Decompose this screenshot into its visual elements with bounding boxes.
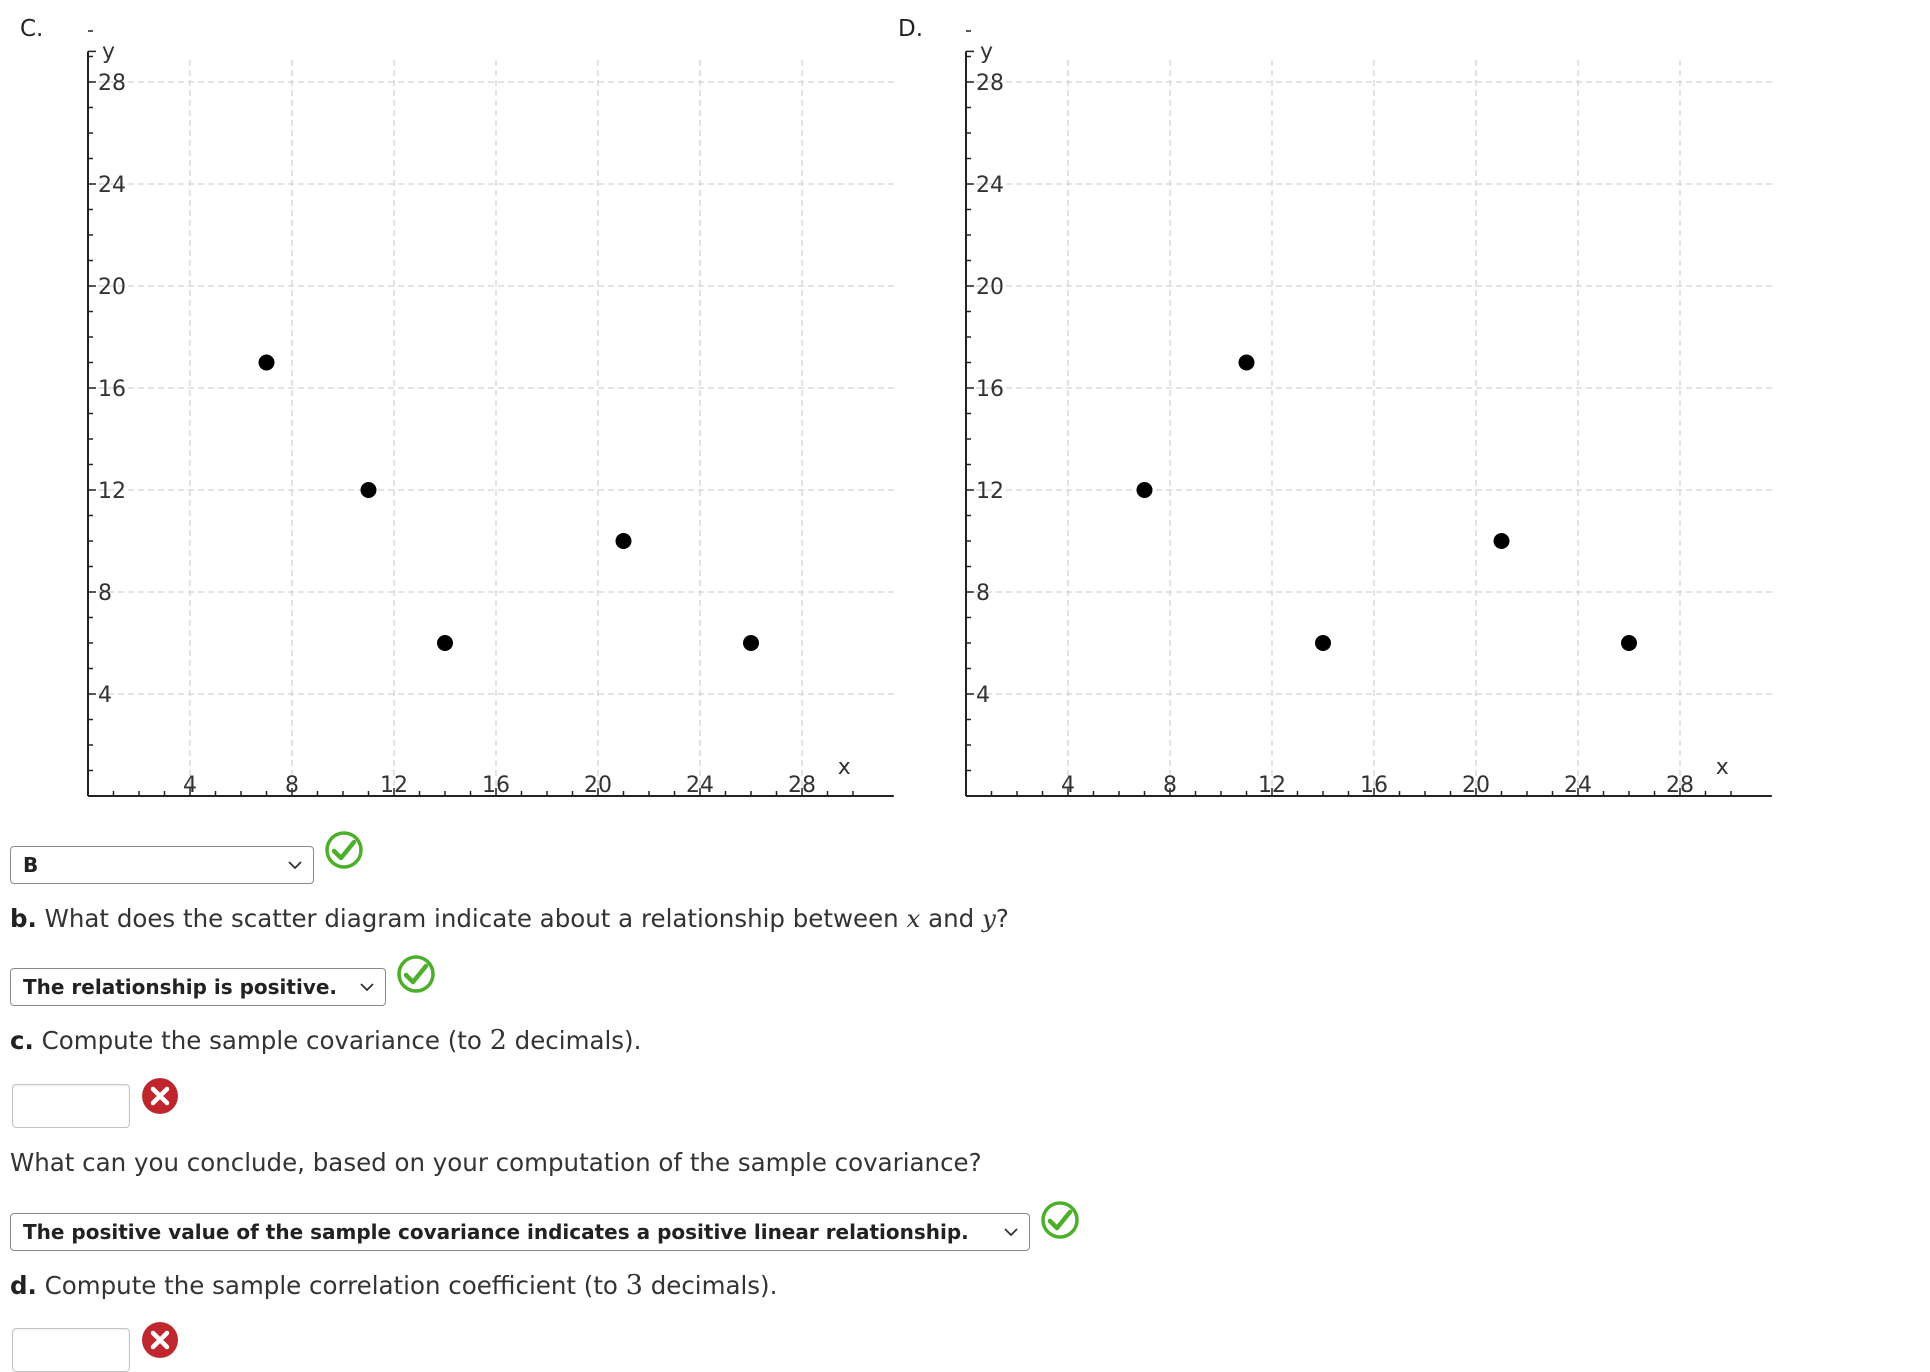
question-b: b. What does the scatter diagram indicat… — [10, 904, 1009, 933]
var-x: x — [906, 904, 921, 933]
data-point — [1315, 635, 1331, 651]
chart-c-label: C. — [20, 16, 44, 42]
chevron-down-icon — [360, 983, 374, 992]
y-tick-label: 20 — [976, 275, 1004, 300]
data-point — [743, 635, 759, 651]
question-c-decimals: 2 — [489, 1025, 507, 1056]
data-point — [615, 533, 632, 549]
scatter-plot-d: 4 8 12 16 20 24 28 4 8 12 16 20 24 28 y x — [965, 30, 1772, 798]
question-d-prefix: d. — [10, 1271, 37, 1300]
relationship-select[interactable]: The relationship is positive. — [10, 968, 386, 1006]
y-tick-label: 4 — [976, 683, 990, 708]
data-point — [1621, 635, 1637, 651]
data-point — [360, 482, 377, 498]
data-point — [258, 354, 275, 371]
check-icon — [397, 955, 435, 993]
y-tick-label: 4 — [98, 683, 112, 708]
error-x-icon — [142, 1078, 178, 1114]
covariance-conclusion-select[interactable]: The positive value of the sample covaria… — [10, 1213, 1030, 1251]
x-tick-label: 24 — [1564, 773, 1592, 798]
x-tick-label: 8 — [285, 773, 299, 798]
x-axis-label: x — [1716, 755, 1729, 780]
question-c: c. Compute the sample covariance (to 2 d… — [10, 1025, 641, 1056]
data-point — [1493, 533, 1510, 549]
covariance-conclusion-selected: The positive value of the sample covaria… — [23, 1220, 969, 1244]
chevron-down-icon — [1004, 1228, 1018, 1237]
check-icon — [1041, 1201, 1079, 1239]
y-tick-label: 20 — [98, 275, 126, 300]
x-tick-label: 24 — [686, 773, 714, 798]
y-axis-label: y — [102, 39, 115, 64]
y-tick-label: 28 — [98, 71, 126, 96]
chevron-down-icon — [288, 861, 302, 870]
question-b-text: What does the scatter diagram indicate a… — [44, 904, 899, 933]
chart-d-label: D. — [898, 16, 924, 42]
y-tick-label: 28 — [976, 71, 1004, 96]
y-tick-label: 24 — [976, 173, 1004, 198]
x-tick-label: 12 — [380, 773, 408, 798]
y-tick-label: 16 — [976, 377, 1004, 402]
error-x-icon — [142, 1322, 178, 1358]
question-d: d. Compute the sample correlation coeffi… — [10, 1270, 777, 1301]
data-point — [1136, 482, 1153, 498]
check-icon — [325, 831, 363, 869]
data-point — [1238, 354, 1255, 371]
question-b-and: and — [928, 904, 975, 933]
question-c-text: Compute the sample covariance (to — [41, 1026, 482, 1055]
graph-choice-select[interactable]: B — [10, 846, 314, 884]
question-d-text: Compute the sample correlation coefficie… — [44, 1271, 618, 1300]
question-b-prefix: b. — [10, 904, 37, 933]
x-tick-label: 16 — [482, 773, 510, 798]
covariance-conclusion-question: What can you conclude, based on your com… — [10, 1148, 982, 1177]
question-c-prefix: c. — [10, 1026, 34, 1055]
y-tick-label: 24 — [98, 173, 126, 198]
var-y: y — [982, 904, 996, 933]
x-tick-label: 12 — [1258, 773, 1286, 798]
y-axis-label: y — [980, 39, 993, 64]
question-d-decimals: 3 — [625, 1270, 643, 1301]
x-tick-label: 20 — [584, 773, 612, 798]
x-tick-label: 16 — [1360, 773, 1388, 798]
question-b-end: ? — [995, 904, 1009, 933]
y-tick-label: 12 — [976, 479, 1004, 504]
x-tick-label: 4 — [183, 773, 197, 798]
x-tick-label: 28 — [788, 773, 816, 798]
x-tick-label: 20 — [1462, 773, 1490, 798]
scatter-plot-c: 4 8 12 16 20 24 28 4 8 12 16 20 24 28 y x — [87, 30, 894, 798]
x-tick-label: 28 — [1666, 773, 1694, 798]
y-tick-label: 16 — [98, 377, 126, 402]
y-tick-label: 8 — [98, 581, 112, 606]
y-tick-label: 8 — [976, 581, 990, 606]
x-tick-label: 4 — [1061, 773, 1075, 798]
question-d-end: decimals). — [650, 1271, 778, 1300]
data-point — [437, 635, 453, 651]
graph-choice-selected: B — [23, 853, 39, 877]
covariance-input[interactable] — [12, 1084, 130, 1128]
correlation-input[interactable] — [12, 1328, 130, 1372]
x-tick-label: 8 — [1163, 773, 1177, 798]
y-tick-label: 12 — [98, 479, 126, 504]
relationship-selected: The relationship is positive. — [23, 975, 338, 999]
x-axis-label: x — [838, 755, 851, 780]
question-c-end: decimals). — [514, 1026, 642, 1055]
